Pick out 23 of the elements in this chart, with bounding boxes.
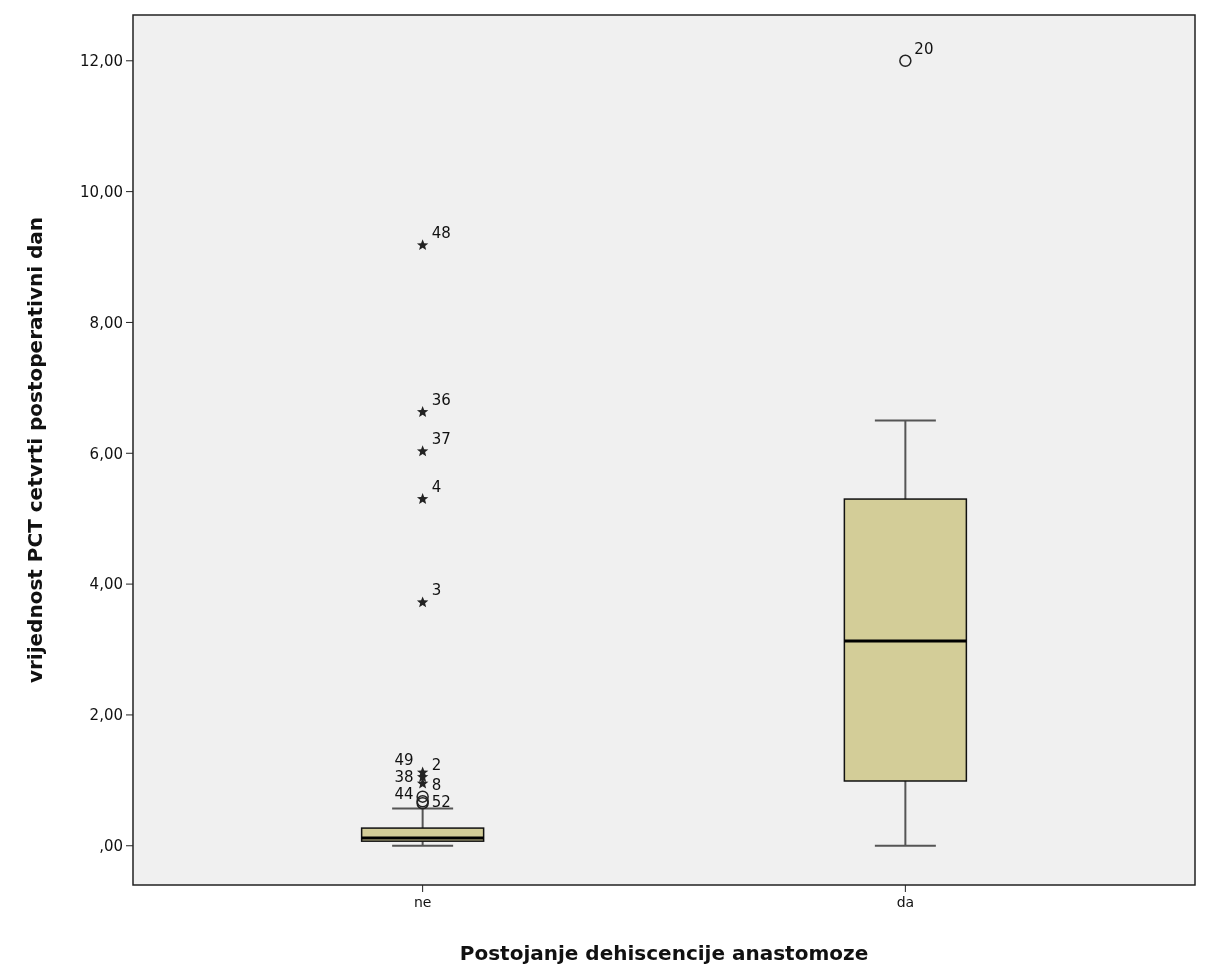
y-tick-label: 12,00 <box>80 52 123 71</box>
y-tick-label: 10,00 <box>80 182 123 201</box>
annotation: 2 <box>431 756 442 775</box>
annotation: 8 <box>431 775 442 794</box>
y-tick-label: 2,00 <box>89 706 123 725</box>
x-tick-label: ne <box>413 894 432 910</box>
annotation: 49 <box>394 751 414 770</box>
annotation: 36 <box>431 391 451 410</box>
y-tick-label: 6,00 <box>89 444 123 463</box>
x-tick-label: da <box>896 894 915 910</box>
annotation: 48 <box>431 224 451 243</box>
y-axis-title: vrijednost PCT cetvrti postoperativni dan <box>23 216 47 684</box>
annotation: 52 <box>431 792 451 811</box>
annotation: 4 <box>431 478 442 497</box>
x-axis-title: Postojanje dehiscencije anastomoze <box>459 941 869 965</box>
annotation: 37 <box>431 430 451 449</box>
annotation: 44 <box>394 785 414 804</box>
annotation: 38 <box>394 768 414 787</box>
annotation: 20 <box>914 39 934 58</box>
y-tick-label: ,00 <box>99 837 123 855</box>
y-tick-label: 4,00 <box>89 575 123 594</box>
annotation: 3 <box>431 581 442 600</box>
y-tick-label: 8,00 <box>89 313 123 332</box>
